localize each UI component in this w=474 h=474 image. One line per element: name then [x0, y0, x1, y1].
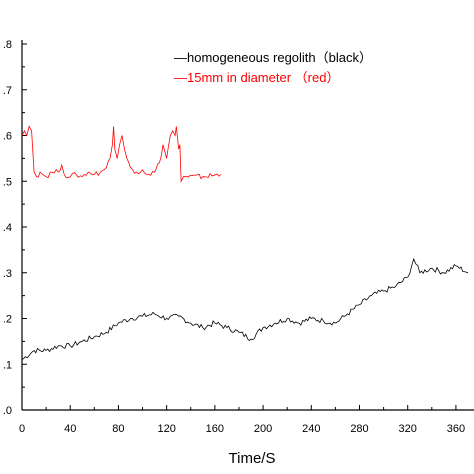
- x-tick-label: 360: [447, 423, 465, 435]
- y-tick-label: .2: [3, 314, 12, 326]
- x-tick-label: 0: [19, 423, 25, 435]
- x-tick-label: 80: [112, 423, 124, 435]
- axes: .0 .1 .2 .3 .4 .5 .6 .7 .8 0 40 80 120 160 200 240 280 32…: [3, 39, 474, 435]
- x-tick-label: 160: [206, 423, 224, 435]
- y-tick-label: .6: [3, 131, 12, 143]
- legend-entry-red: —15mm in diameter （red）: [174, 70, 339, 85]
- x-tick-label: 40: [64, 423, 76, 435]
- legend: —homogeneous regolith（black） —15mm in di…: [174, 50, 372, 85]
- y-tick-label: .8: [3, 39, 12, 51]
- x-tick-label: 240: [302, 423, 320, 435]
- x-tick-label: 120: [157, 423, 175, 435]
- series-layer: [21, 125, 469, 361]
- x-tick-label: 200: [254, 423, 272, 435]
- x-tick-label: 320: [399, 423, 417, 435]
- y-tick-label: .0: [3, 405, 12, 417]
- series-line-black: [21, 257, 469, 361]
- x-tick-label: 280: [350, 423, 368, 435]
- y-tick-label: .7: [3, 85, 12, 97]
- y-tick-label: .3: [3, 268, 12, 280]
- legend-entry-black: —homogeneous regolith（black）: [174, 50, 372, 65]
- series-line-red: [21, 125, 222, 183]
- x-axis-title: Time/S: [229, 450, 276, 467]
- y-tick-label: .4: [3, 222, 12, 234]
- y-tick-label: .5: [3, 176, 12, 188]
- y-tick-label: .1: [3, 359, 12, 371]
